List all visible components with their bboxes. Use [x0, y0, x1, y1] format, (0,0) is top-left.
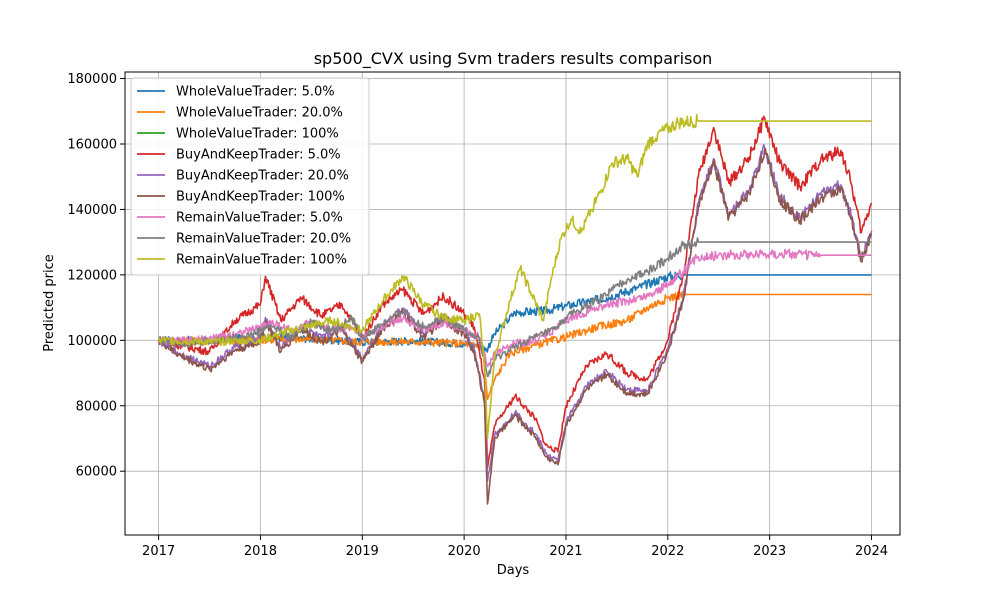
y-tick-label: 120000 [67, 268, 117, 283]
legend-label: BuyAndKeepTrader: 100% [176, 190, 345, 205]
legend-label: RemainValueTrader: 100% [176, 253, 347, 268]
x-tick-label: 2020 [448, 544, 481, 559]
series-line [157, 113, 872, 440]
legend-label: RemainValueTrader: 20.0% [176, 232, 351, 247]
series-group [157, 113, 873, 505]
legend-label: RemainValueTrader: 5.0% [176, 211, 343, 226]
x-tick-label: 2018 [244, 544, 277, 559]
x-tick-label: 2021 [549, 544, 582, 559]
y-tick-label: 80000 [76, 399, 117, 414]
series-line [158, 237, 872, 378]
chart-title: sp500_CVX using Svm traders results comp… [314, 49, 713, 69]
legend-label: BuyAndKeepTrader: 5.0% [176, 148, 341, 163]
y-tick-label: 60000 [76, 465, 117, 480]
y-tick-label: 160000 [67, 137, 117, 152]
legend-label: WholeValueTrader: 100% [176, 127, 339, 142]
legend-label: BuyAndKeepTrader: 20.0% [176, 169, 349, 184]
x-tick-label: 2023 [753, 544, 786, 559]
y-tick-label: 140000 [67, 203, 117, 218]
legend-label: WholeValueTrader: 5.0% [176, 85, 335, 100]
series-line [158, 115, 873, 469]
series-line [157, 147, 873, 505]
y-tick-label: 100000 [67, 334, 117, 349]
series-line [157, 248, 872, 368]
series-line [157, 291, 872, 400]
y-tick-label: 180000 [67, 72, 117, 87]
x-tick-label: 2024 [855, 544, 888, 559]
series-line [157, 144, 873, 482]
x-axis-title: Days [497, 563, 530, 578]
x-tick-label: 2019 [346, 544, 379, 559]
y-axis-title: Predicted price [42, 254, 57, 352]
x-tick-label: 2022 [651, 544, 684, 559]
x-tick-label: 2017 [142, 544, 175, 559]
legend: WholeValueTrader: 5.0% WholeValueTrader: … [130, 77, 370, 276]
legend-label: WholeValueTrader: 20.0% [176, 106, 343, 121]
plot-frame [124, 71, 901, 536]
legend-box [130, 77, 370, 276]
